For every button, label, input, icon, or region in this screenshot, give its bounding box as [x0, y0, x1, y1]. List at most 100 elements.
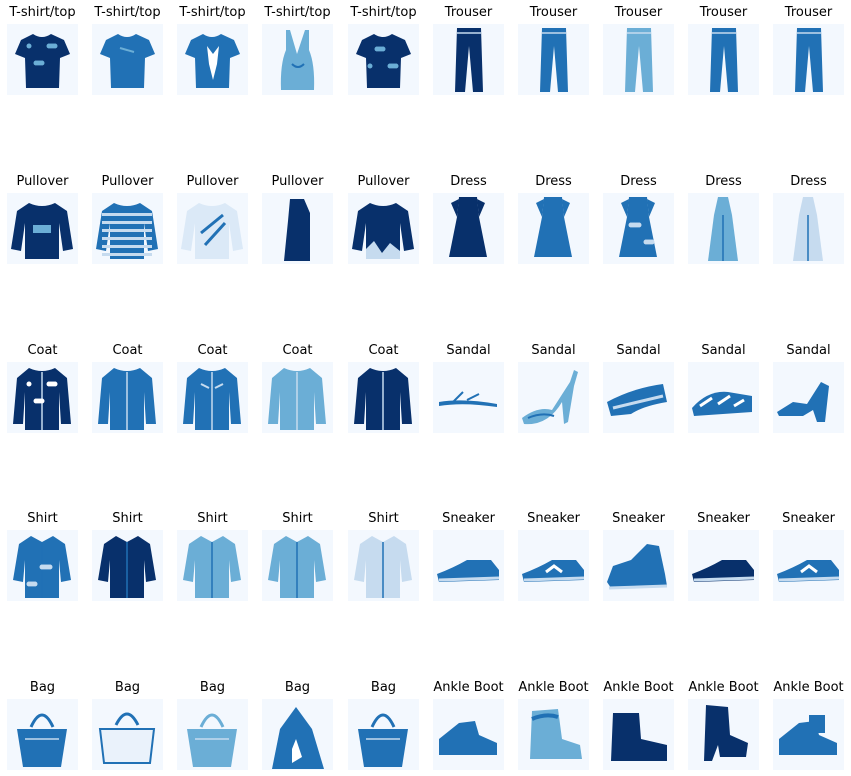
cell-title: Trouser [699, 5, 748, 20]
cell-title: Pullover [357, 174, 410, 189]
pullover-icon [177, 193, 248, 264]
cell-title: Dress [705, 174, 742, 189]
dress-icon [518, 193, 589, 264]
cell-title: Pullover [101, 174, 154, 189]
cell-title: Ankle Boot [518, 680, 589, 695]
cell-title: Bag [199, 680, 226, 695]
sandal-icon [603, 362, 674, 433]
bag-icon [92, 699, 163, 770]
cell-title: Shirt [197, 511, 228, 526]
cell-title: Dress [535, 174, 572, 189]
cell-title: Sandal [701, 343, 746, 358]
cell-title: Trouser [614, 5, 663, 20]
coat-icon [348, 362, 419, 433]
sneaker-icon [603, 530, 674, 601]
bag-icon [7, 699, 78, 770]
tshirt-icon [177, 24, 248, 95]
tshirt-icon [92, 24, 163, 95]
coat-icon [177, 362, 248, 433]
cell-title: Sneaker [442, 511, 495, 526]
sandal-icon [773, 362, 844, 433]
ankle-boot-icon [773, 699, 844, 770]
cell-title: Pullover [186, 174, 239, 189]
shirt-icon [177, 530, 248, 601]
tshirt-icon [348, 24, 419, 95]
sneaker-icon [518, 530, 589, 601]
trouser-icon [688, 24, 759, 95]
pullover-icon [348, 193, 419, 264]
cell-title: Sandal [446, 343, 491, 358]
cell-title: Sneaker [612, 511, 665, 526]
ankle-boot-icon [688, 699, 759, 770]
tank-top-icon [262, 24, 333, 95]
ankle-boot-icon [603, 699, 674, 770]
dress-icon [688, 193, 759, 264]
cell-title: Sneaker [527, 511, 580, 526]
dress-icon [603, 193, 674, 264]
cell-title: Shirt [282, 511, 313, 526]
cell-title: Ankle Boot [603, 680, 674, 695]
pullover-icon [7, 193, 78, 264]
cell-title: Bag [284, 680, 311, 695]
bag-icon [177, 699, 248, 770]
cell-title: T-shirt/top [9, 5, 76, 20]
coat-icon [7, 362, 78, 433]
pullover-icon [262, 193, 333, 264]
sneaker-icon [773, 530, 844, 601]
cell-title: Sneaker [697, 511, 750, 526]
cell-title: Pullover [271, 174, 324, 189]
cell-title: Dress [450, 174, 487, 189]
cell-title: Shirt [112, 511, 143, 526]
cell-title: Trouser [784, 5, 833, 20]
cell-title: T-shirt/top [264, 5, 331, 20]
cell-title: Bag [370, 680, 397, 695]
cell-title: Coat [282, 343, 313, 358]
shirt-icon [262, 530, 333, 601]
cell-title: T-shirt/top [350, 5, 417, 20]
tshirt-icon [7, 24, 78, 95]
sandal-icon [518, 362, 589, 433]
cell-title: Sandal [786, 343, 831, 358]
cell-title: Coat [368, 343, 399, 358]
cell-title: Dress [790, 174, 827, 189]
cell-title: Bag [114, 680, 141, 695]
cell-title: Shirt [27, 511, 58, 526]
sneaker-icon [433, 530, 504, 601]
sandal-icon [688, 362, 759, 433]
cell-title: Sandal [616, 343, 661, 358]
shirt-icon [348, 530, 419, 601]
cell-title: Pullover [16, 174, 69, 189]
ankle-boot-icon [433, 699, 504, 770]
trouser-icon [518, 24, 589, 95]
trouser-icon [603, 24, 674, 95]
cell-title: Ankle Boot [433, 680, 504, 695]
cell-title: Coat [112, 343, 143, 358]
shirt-icon [92, 530, 163, 601]
trouser-icon [773, 24, 844, 95]
cell-title: T-shirt/top [94, 5, 161, 20]
trouser-icon [433, 24, 504, 95]
cell-title: Dress [620, 174, 657, 189]
cell-title: Shirt [368, 511, 399, 526]
cell-title: Ankle Boot [773, 680, 844, 695]
coat-icon [262, 362, 333, 433]
ankle-boot-icon [518, 699, 589, 770]
cell-title: Sandal [531, 343, 576, 358]
cell-title: Trouser [444, 5, 493, 20]
cell-title: Ankle Boot [688, 680, 759, 695]
cell-title: Coat [197, 343, 228, 358]
dress-icon [773, 193, 844, 264]
dress-icon [433, 193, 504, 264]
bag-icon [262, 699, 333, 770]
cell-title: T-shirt/top [179, 5, 246, 20]
shirt-icon [7, 530, 78, 601]
pullover-icon [92, 193, 163, 264]
cell-title: Trouser [529, 5, 578, 20]
cell-title: Bag [29, 680, 56, 695]
cell-title: Sneaker [782, 511, 835, 526]
sneaker-icon [688, 530, 759, 601]
sandal-icon [433, 362, 504, 433]
cell-title: Coat [27, 343, 58, 358]
coat-icon [92, 362, 163, 433]
